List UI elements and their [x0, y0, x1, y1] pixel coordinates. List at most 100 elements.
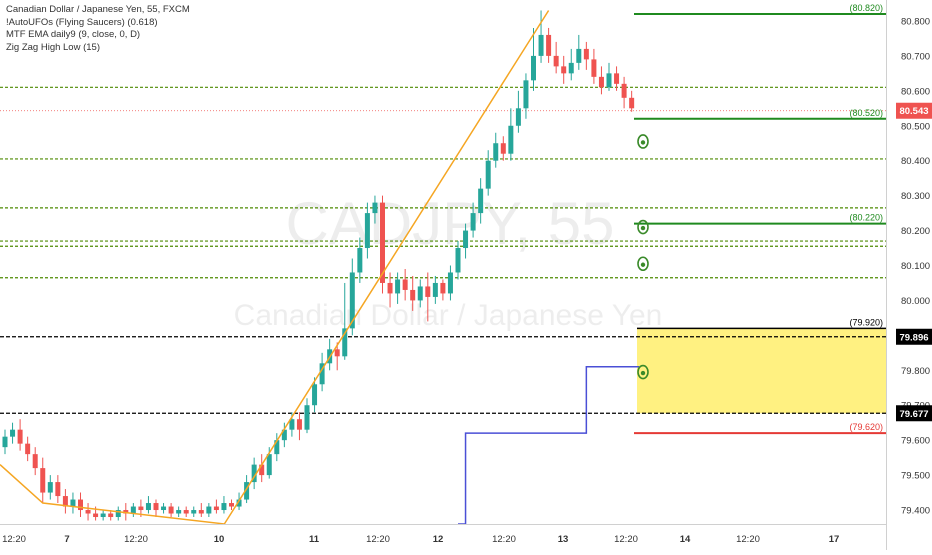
candle-body[interactable]	[576, 49, 581, 63]
price-tick-label: 80.000	[901, 296, 930, 307]
candle-body[interactable]	[191, 510, 196, 513]
candle-body[interactable]	[440, 283, 445, 293]
candle-body[interactable]	[569, 63, 574, 73]
candle-body[interactable]	[388, 283, 393, 293]
time-tick-label: 11	[309, 534, 320, 545]
candle-body[interactable]	[169, 507, 174, 514]
candle-body[interactable]	[25, 444, 30, 454]
candle-body[interactable]	[561, 66, 566, 73]
time-tick-label: 12	[433, 534, 444, 545]
candle-body[interactable]	[357, 248, 362, 272]
candle-body[interactable]	[40, 468, 45, 492]
candle-body[interactable]	[3, 437, 8, 447]
price-tick-label: 80.600	[901, 86, 930, 97]
candle-body[interactable]	[138, 507, 143, 510]
candle-body[interactable]	[161, 507, 166, 510]
candle-body[interactable]	[584, 49, 589, 59]
time-tick-label: 14	[680, 534, 691, 545]
candle-body[interactable]	[229, 503, 234, 506]
target-level-label: (80.520)	[849, 108, 883, 118]
candle-body[interactable]	[70, 500, 75, 507]
target-level-label: (79.620)	[849, 422, 883, 432]
price-tick-label: 80.100	[901, 261, 930, 272]
candle-body[interactable]	[214, 507, 219, 510]
time-tick-label: 13	[558, 534, 569, 545]
price-tick-label: 79.600	[901, 436, 930, 447]
candle-body[interactable]	[18, 430, 23, 444]
candle-body[interactable]	[305, 405, 310, 429]
candle-body[interactable]	[176, 510, 181, 513]
target-level-label: (79.920)	[849, 317, 883, 327]
candle-body[interactable]	[199, 510, 204, 513]
candle-body[interactable]	[78, 500, 83, 510]
candle-body[interactable]	[622, 84, 627, 98]
legend-autoufos[interactable]: !AutoUFOs (Flying Saucers) (0.618)	[6, 17, 190, 30]
candle-body[interactable]	[629, 98, 634, 108]
candle-body[interactable]	[554, 56, 559, 66]
candle-body[interactable]	[93, 514, 98, 517]
price-tick-label: 80.500	[901, 121, 930, 132]
candle-body[interactable]	[463, 231, 468, 248]
target-level-label: (80.220)	[849, 213, 883, 223]
candle-body[interactable]	[539, 35, 544, 56]
candle-body[interactable]	[493, 143, 498, 160]
candle-body[interactable]	[365, 213, 370, 248]
legend-mtf-ema[interactable]: MTF EMA daily9 (9, close, 0, D)	[6, 29, 190, 42]
candle-body[interactable]	[486, 161, 491, 189]
ufo-saucer-dot	[641, 226, 645, 230]
price-tick-label: 79.500	[901, 471, 930, 482]
candle-body[interactable]	[55, 482, 60, 496]
candle-body[interactable]	[410, 290, 415, 300]
candle-body[interactable]	[101, 514, 106, 517]
candle-body[interactable]	[516, 108, 521, 125]
candle-body[interactable]	[146, 503, 151, 510]
candle-body[interactable]	[48, 482, 53, 492]
candle-body[interactable]	[508, 126, 513, 154]
candle-body[interactable]	[184, 510, 189, 513]
legend-symbol[interactable]: Canadian Dollar / Japanese Yen, 55, FXCM	[6, 4, 190, 17]
time-tick-label: 12:20	[614, 534, 638, 545]
price-tick-label: 80.700	[901, 51, 930, 62]
price-tick-label: 79.400	[901, 506, 930, 517]
candle-body[interactable]	[312, 384, 317, 405]
candle-body[interactable]	[418, 286, 423, 300]
candle-body[interactable]	[448, 272, 453, 293]
candle-body[interactable]	[425, 286, 430, 296]
candle-body[interactable]	[221, 503, 226, 510]
candle-body[interactable]	[372, 203, 377, 213]
ufo-saucer-dot	[641, 263, 645, 267]
time-tick-label: 12:20	[2, 534, 26, 545]
candle-body[interactable]	[33, 454, 38, 468]
time-tick-label: 10	[214, 534, 225, 545]
candle-body[interactable]	[433, 283, 438, 297]
candle-body[interactable]	[154, 503, 159, 510]
candle-body[interactable]	[131, 507, 136, 514]
time-tick-label: 12:20	[492, 534, 516, 545]
candle-body[interactable]	[395, 279, 400, 293]
candle-body[interactable]	[297, 419, 302, 429]
candle-body[interactable]	[206, 507, 211, 514]
candle-body[interactable]	[403, 279, 408, 289]
candle-body[interactable]	[471, 213, 476, 230]
candle-body[interactable]	[501, 143, 506, 153]
candle-body[interactable]	[10, 430, 15, 437]
candle-body[interactable]	[523, 80, 528, 108]
candle-body[interactable]	[456, 248, 461, 272]
candle-body[interactable]	[335, 349, 340, 356]
candle-body[interactable]	[108, 514, 113, 517]
price-tick-label: 80.400	[901, 156, 930, 167]
legend-zigzag[interactable]: Zig Zag High Low (15)	[6, 42, 190, 55]
candle-body[interactable]	[546, 35, 551, 56]
time-tick-label: 17	[829, 534, 840, 545]
candle-body[interactable]	[478, 189, 483, 213]
candle-body[interactable]	[86, 510, 91, 513]
candle-body[interactable]	[591, 59, 596, 76]
candle-body[interactable]	[614, 73, 619, 83]
candle-body[interactable]	[267, 454, 272, 475]
candle-body[interactable]	[599, 77, 604, 87]
candle-body[interactable]	[607, 73, 612, 87]
candle-body[interactable]	[531, 56, 536, 80]
level-price-tag-label: 79.677	[899, 409, 928, 420]
